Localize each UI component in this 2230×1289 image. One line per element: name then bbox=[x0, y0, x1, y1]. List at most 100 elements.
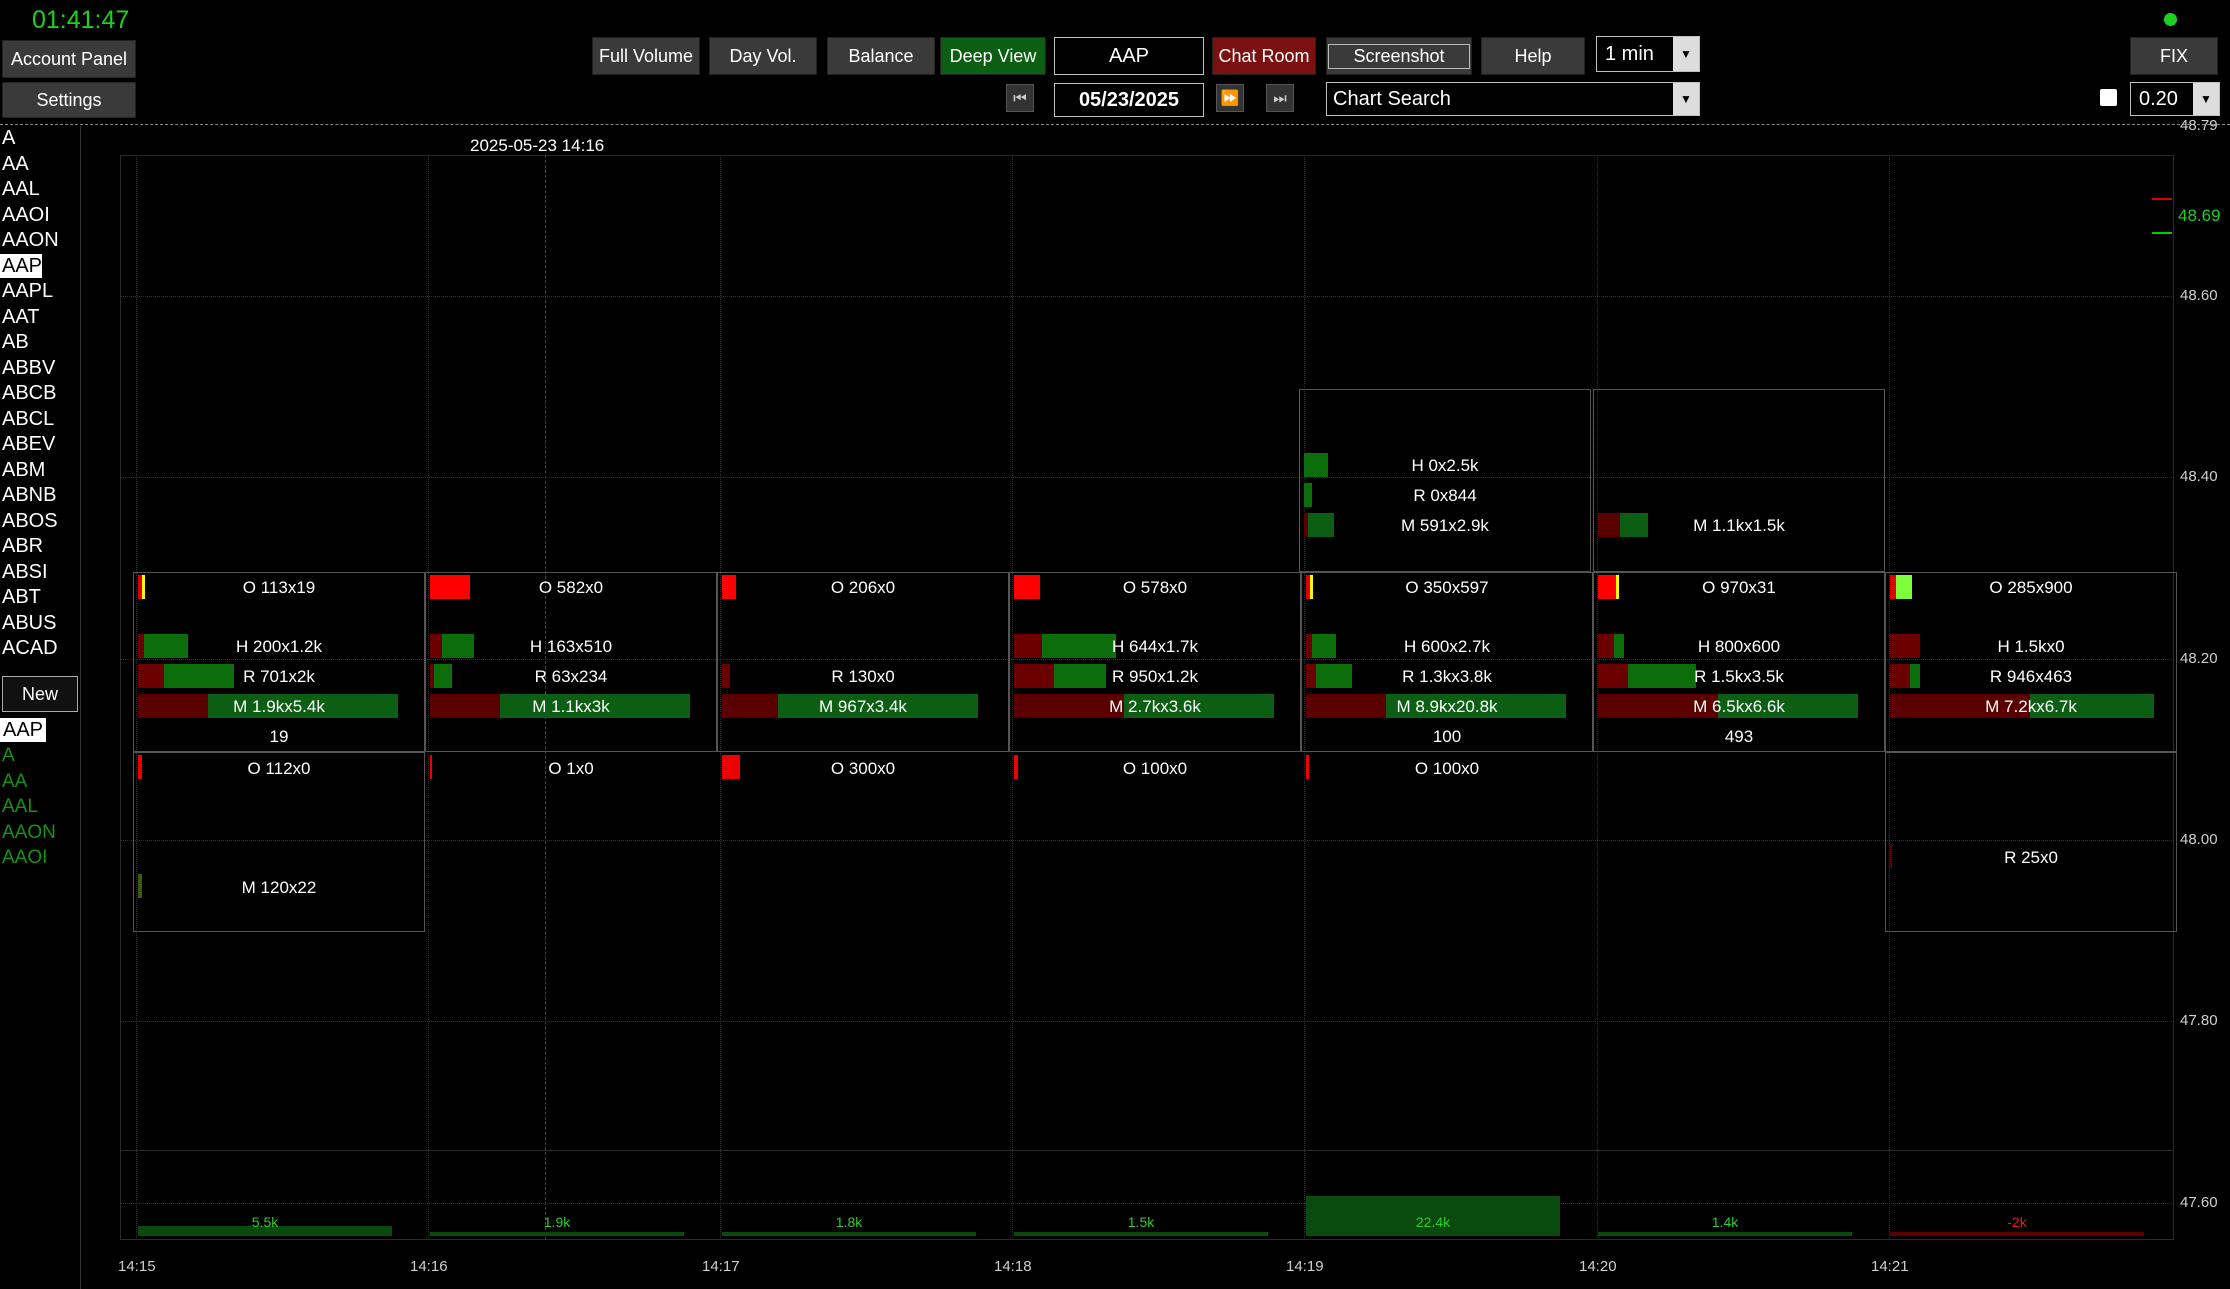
balance-button[interactable]: Balance bbox=[827, 37, 935, 75]
footprint-cell bbox=[1885, 572, 2177, 752]
ask-bar bbox=[1014, 634, 1042, 658]
symbol-list-item[interactable]: ABSI bbox=[2, 560, 48, 583]
cell-range-label: R 25x0 bbox=[2004, 848, 2058, 867]
bid-bar bbox=[1896, 575, 1912, 599]
bid-bar bbox=[1620, 513, 1648, 537]
bid-bar bbox=[1304, 453, 1328, 477]
cell-open-label: O 100x0 bbox=[1414, 759, 1480, 778]
symbol-list-item[interactable]: ABEV bbox=[2, 433, 56, 455]
watchlist-item[interactable]: AAOI bbox=[2, 847, 48, 868]
ask-bar bbox=[1306, 664, 1316, 688]
symbol-input[interactable]: AAP bbox=[1054, 37, 1204, 75]
symbol-list-item[interactable]: ABCL bbox=[2, 407, 55, 430]
ask-bar bbox=[138, 664, 164, 688]
price-marker-green bbox=[2152, 232, 2172, 234]
rewind-icon[interactable]: ⏮ bbox=[1006, 84, 1034, 112]
ask-bar bbox=[1306, 755, 1309, 779]
cell-market-label: M 7.2kx6.7k bbox=[1985, 697, 2077, 716]
ask-bar bbox=[1890, 575, 1896, 599]
symbol-list-item[interactable]: ABUS bbox=[2, 611, 57, 634]
cell-market-label: M 8.9kx20.8k bbox=[1396, 697, 1498, 716]
symbol-list-item[interactable]: ABNB bbox=[2, 484, 57, 506]
cell-range-label: R 950x1.2k bbox=[1112, 667, 1198, 686]
bid-bar bbox=[1308, 513, 1334, 537]
account-panel-button[interactable]: Account Panel bbox=[2, 40, 136, 78]
symbol-list-item[interactable]: ABT bbox=[2, 586, 41, 608]
symbol-list-item[interactable]: ABR bbox=[2, 535, 44, 557]
symbol-list-item[interactable]: AAL bbox=[2, 178, 40, 200]
full-volume-button[interactable]: Full Volume bbox=[592, 37, 700, 75]
footprint-cell bbox=[1301, 572, 1593, 752]
watchlist-item[interactable]: A bbox=[2, 745, 15, 766]
cell-high-label: H 644x1.7k bbox=[1112, 637, 1198, 656]
price-axis-label: 48.20 bbox=[2180, 650, 2218, 667]
fix-button[interactable]: FIX bbox=[2130, 37, 2218, 75]
price-axis-label: 48.60 bbox=[2180, 287, 2218, 304]
deep-view-button[interactable]: Deep View bbox=[940, 37, 1046, 75]
settings-button[interactable]: Settings bbox=[2, 82, 136, 118]
symbol-list-item[interactable]: ABM bbox=[2, 458, 46, 481]
ask-bar bbox=[1598, 694, 1718, 718]
grid-line-vertical bbox=[1597, 155, 1598, 1240]
footprint-cell bbox=[1885, 752, 2177, 932]
cell-market-label: M 1.1kx3k bbox=[532, 697, 610, 716]
symbol-list-item[interactable]: AB bbox=[2, 331, 29, 353]
symbol-list-item[interactable]: ABOS bbox=[2, 509, 58, 532]
cell-market-label: M 967x3.4k bbox=[819, 697, 907, 716]
ask-bar bbox=[1598, 634, 1614, 658]
time-axis-label: 14:15 bbox=[118, 1258, 156, 1275]
grid-line-vertical bbox=[1012, 155, 1013, 1240]
chart-area bbox=[120, 155, 2174, 1240]
grid-line-vertical bbox=[428, 155, 429, 1240]
footprint-cell bbox=[133, 572, 425, 752]
volume-bar bbox=[722, 1232, 976, 1236]
symbol-list-item[interactable]: AAON bbox=[2, 229, 59, 251]
forward-icon[interactable]: ⏩ bbox=[1216, 84, 1244, 112]
symbol-list-item[interactable]: A bbox=[2, 127, 16, 149]
volume-bar bbox=[1598, 1232, 1852, 1236]
chevron-down-icon[interactable]: ▼ bbox=[1673, 37, 1699, 71]
symbol-list-item[interactable]: AAOI bbox=[2, 203, 50, 226]
price-marker-red bbox=[2152, 198, 2172, 200]
cell-market-label: M 120x22 bbox=[241, 878, 317, 897]
symbol-list-item[interactable]: AAPL bbox=[2, 280, 54, 302]
symbol-list-item[interactable]: ABCB bbox=[2, 382, 57, 404]
volume-label: 1.9k bbox=[543, 1214, 571, 1230]
symbol-list-item[interactable]: AAP bbox=[0, 253, 43, 278]
day-vol-button[interactable]: Day Vol. bbox=[709, 37, 817, 75]
chevron-down-icon[interactable]: ▼ bbox=[2193, 83, 2219, 115]
footprint-cell bbox=[1593, 389, 1885, 572]
bid-bar bbox=[1910, 664, 1920, 688]
symbol-input-value: AAP bbox=[1108, 44, 1150, 67]
footprint-cell bbox=[717, 572, 1009, 752]
watchlist-item[interactable]: AA bbox=[2, 770, 28, 792]
watchlist-item[interactable]: AAON bbox=[2, 821, 56, 843]
grid-line-vertical bbox=[136, 155, 137, 1240]
grid-line-horizontal bbox=[120, 840, 2174, 841]
size-select[interactable]: 0.20 ▼ bbox=[2130, 82, 2220, 116]
volume-bar bbox=[1306, 1196, 1560, 1236]
chevron-down-icon[interactable]: ▼ bbox=[1673, 83, 1699, 115]
ask-bar bbox=[722, 694, 778, 718]
fast-forward-end-icon[interactable]: ⏭ bbox=[1266, 84, 1294, 112]
date-input[interactable]: 05/23/2025 bbox=[1054, 83, 1204, 117]
bid-bar bbox=[1054, 664, 1106, 688]
symbol-list-item[interactable]: AA bbox=[2, 152, 29, 175]
screenshot-button[interactable]: Screenshot bbox=[1326, 37, 1472, 75]
toggle-checkbox[interactable] bbox=[2100, 89, 2117, 106]
cell-range-label: R 1.3kx3.8k bbox=[1402, 667, 1492, 686]
chat-room-button[interactable]: Chat Room bbox=[1212, 37, 1316, 75]
help-button[interactable]: Help bbox=[1481, 37, 1585, 75]
ask-bar bbox=[1306, 575, 1310, 599]
symbol-list-item[interactable]: ACAD bbox=[2, 637, 58, 659]
grid-line-vertical bbox=[720, 155, 721, 1240]
watchlist-item[interactable]: AAL bbox=[2, 796, 38, 817]
cell-high-label: H 1.5kx0 bbox=[1997, 637, 2065, 656]
interval-select[interactable]: 1 min ▼ bbox=[1596, 36, 1700, 72]
symbol-list-item[interactable]: ABBV bbox=[2, 356, 56, 379]
time-axis-label: 14:20 bbox=[1579, 1258, 1617, 1275]
symbol-list-item[interactable]: AAT bbox=[2, 305, 40, 328]
grid-line-vertical bbox=[1889, 155, 1890, 1240]
new-button[interactable]: New bbox=[2, 676, 78, 712]
chart-search-select[interactable]: Chart Search ▼ bbox=[1326, 82, 1700, 116]
